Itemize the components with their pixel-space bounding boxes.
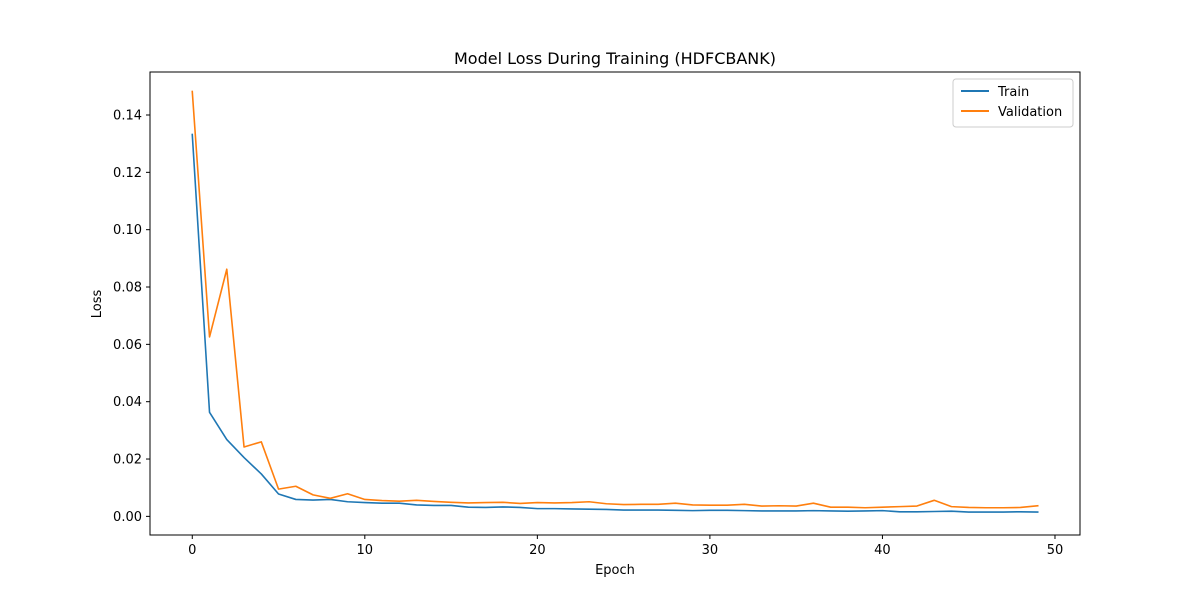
- plot-frame: [149, 71, 1081, 536]
- x-tick-label: 0: [188, 543, 196, 558]
- y-tick-label: 0.12: [113, 166, 142, 181]
- y-tick-label: 0.04: [113, 395, 142, 410]
- y-tick-label: 0.02: [113, 453, 142, 468]
- y-axis-label: Loss: [90, 290, 105, 319]
- y-tick-label: 0.06: [113, 338, 142, 353]
- x-axis: 0 10 20 30 40 50: [188, 535, 1063, 558]
- series-line-validation: [191, 90, 1039, 509]
- chart-title: Model Loss During Training (HDFCBANK): [454, 49, 776, 68]
- series-layer: [191, 90, 1039, 513]
- y-axis: 0.00 0.02 0.04 0.06 0.08 0.10 0.12 0.14: [113, 109, 150, 525]
- x-tick-label: 10: [357, 543, 374, 558]
- legend-label-train: Train: [997, 85, 1029, 100]
- series-line-train: [191, 133, 1039, 513]
- y-tick-label: 0.00: [113, 510, 142, 525]
- x-tick-label: 20: [529, 543, 546, 558]
- x-tick-label: 40: [874, 543, 891, 558]
- y-tick-label: 0.10: [113, 223, 142, 238]
- x-axis-label: Epoch: [595, 563, 635, 578]
- x-tick-label: 30: [702, 543, 719, 558]
- legend-label-validation: Validation: [998, 105, 1062, 120]
- y-tick-label: 0.14: [113, 109, 142, 124]
- legend: Train Validation: [952, 78, 1074, 128]
- y-tick-label: 0.08: [113, 281, 142, 296]
- x-tick-label: 50: [1047, 543, 1064, 558]
